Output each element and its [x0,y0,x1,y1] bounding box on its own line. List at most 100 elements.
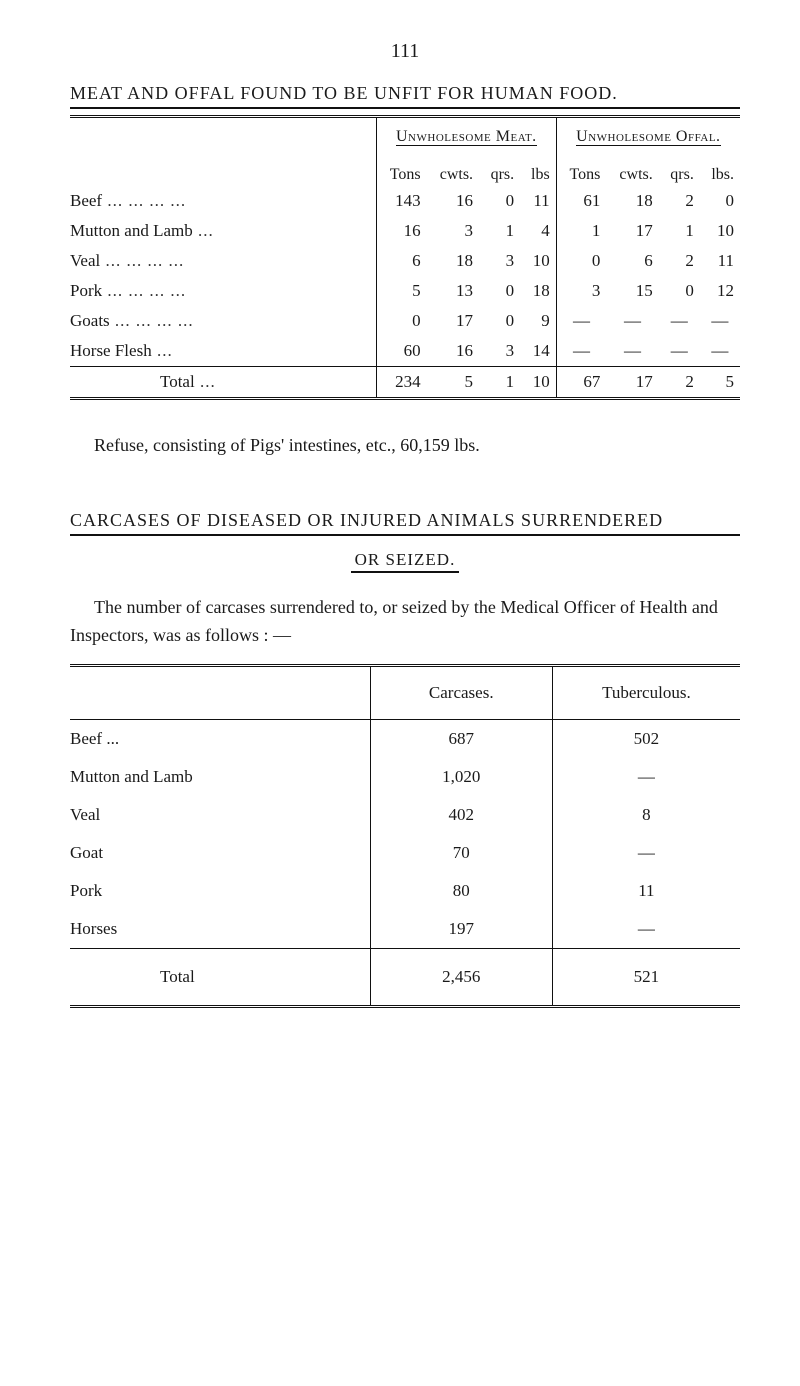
cell: 11 [552,872,740,910]
cell: — [556,336,606,367]
cell: 60 [377,336,427,367]
cell: — [700,336,740,367]
cell: 3 [556,276,606,306]
cell: 0 [479,276,520,306]
cell: — [556,306,606,336]
dots [110,311,194,330]
t1-group-meat-label: Unwholesome Meat. [396,128,537,146]
table-carcases: Carcases. Tuberculous. Beef ... 687 502 … [70,664,740,1008]
cell: 1 [479,216,520,246]
table-row: Beef 143 16 0 11 61 18 2 0 [70,186,740,216]
t2-row-label: Horses [70,919,117,938]
table-row: Pork 80 11 [70,872,740,910]
cell: 16 [427,186,479,216]
table-row: Goats 0 17 0 9 — — — — [70,306,740,336]
t2-row-label: Goat [70,843,103,862]
cell: 6 [606,246,658,276]
t1-row-label: Mutton and Lamb [70,221,193,240]
cell: 80 [370,872,552,910]
cell: 8 [552,796,740,834]
cell: 15 [606,276,658,306]
cell: 17 [606,216,658,246]
cell: 502 [552,719,740,758]
t2-blank-header [70,665,370,719]
t1-u4: Tons [556,152,606,186]
t2-row-label: Beef ... [70,729,119,748]
t1-u1: cwts. [427,152,479,186]
table-row: Mutton and Lamb 16 3 1 4 1 17 1 10 [70,216,740,246]
dots [100,251,184,270]
cell: 70 [370,834,552,872]
cell: 67 [556,367,606,399]
t2-row-label: Pork [70,881,102,900]
cell: 6 [377,246,427,276]
t1-u2: qrs. [479,152,520,186]
t1-row-label: Goats [70,311,110,330]
cell: 18 [606,186,658,216]
t1-group-offal-label: Unwholesome Offal. [576,128,720,146]
cell: 11 [520,186,556,216]
cell: 234 [377,367,427,399]
cell: 9 [520,306,556,336]
cell: — [552,758,740,796]
cell: 1 [659,216,700,246]
cell: 1 [479,367,520,399]
cell: 4 [520,216,556,246]
cell: 0 [556,246,606,276]
section1-footer: Refuse, consisting of Pigs' intestines, … [70,432,740,458]
dots [102,281,186,300]
cell: 521 [552,948,740,1006]
cell: 5 [700,367,740,399]
t1-row-label: Veal [70,251,100,270]
cell: 61 [556,186,606,216]
cell: 17 [606,367,658,399]
cell: — [552,834,740,872]
cell: 12 [700,276,740,306]
cell: 11 [700,246,740,276]
t1-total-label: Total [160,372,195,391]
table-total-row: Total 2,456 521 [70,948,740,1006]
cell: 16 [377,216,427,246]
cell: 1 [556,216,606,246]
page-number: 111 [70,40,740,63]
section2-subtitle-wrap: OR SEIZED. [70,550,740,570]
cell: — [659,306,700,336]
cell: 14 [520,336,556,367]
table-unwholesome: Unwholesome Meat. Unwholesome Offal. Ton… [70,115,740,400]
cell: 3 [479,336,520,367]
section2-subtitle: OR SEIZED. [351,550,460,573]
cell: 2 [659,367,700,399]
t2-row-label: Mutton and Lamb [70,767,193,786]
cell: 5 [427,367,479,399]
t2-col-carcases: Carcases. [370,665,552,719]
table-row: Mutton and Lamb 1,020 — [70,758,740,796]
table-row: Goat 70 — [70,834,740,872]
t1-unit-blank [70,152,377,186]
table-row: Pork 5 13 0 18 3 15 0 12 [70,276,740,306]
cell: — [606,306,658,336]
dots [195,372,216,391]
table-row: Veal 6 18 3 10 0 6 2 11 [70,246,740,276]
cell: 17 [427,306,479,336]
t1-u6: qrs. [659,152,700,186]
cell: 10 [520,367,556,399]
cell: 402 [370,796,552,834]
cell: 3 [479,246,520,276]
t1-group-meat: Unwholesome Meat. [377,117,557,153]
cell: 16 [427,336,479,367]
t2-row-label: Veal [70,805,100,824]
cell: 10 [700,216,740,246]
table-total-row: Total 234 5 1 10 67 17 2 5 [70,367,740,399]
table-row: Beef ... 687 502 [70,719,740,758]
t1-group-offal: Unwholesome Offal. [556,117,740,153]
t1-row-label: Horse Flesh [70,341,152,360]
t1-u7: lbs. [700,152,740,186]
cell: — [659,336,700,367]
table-row: Horses 197 — [70,910,740,949]
cell: 197 [370,910,552,949]
cell: 5 [377,276,427,306]
cell: — [606,336,658,367]
cell: 0 [479,306,520,336]
t1-u0: Tons [377,152,427,186]
table-row: Horse Flesh 60 16 3 14 — — — — [70,336,740,367]
